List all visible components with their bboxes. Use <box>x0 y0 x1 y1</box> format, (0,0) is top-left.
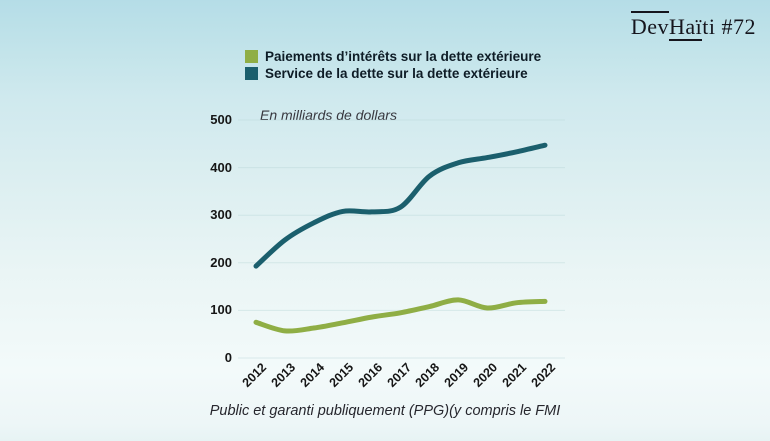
legend-label: Service de la dette sur la dette extérie… <box>265 66 528 81</box>
legend-item-debt-service: Service de la dette sur la dette extérie… <box>245 65 541 82</box>
y-axis-tick-500: 500 <box>210 112 232 127</box>
y-axis-tick-100: 100 <box>210 302 232 318</box>
chart-units-subtitle: En milliards de dollars <box>260 107 397 123</box>
series-line-debt-service <box>253 142 548 269</box>
brand-logo: DevHaïti #72 <box>630 11 756 41</box>
logo-hai: Haï <box>669 14 703 41</box>
legend-swatch-teal <box>245 67 258 80</box>
y-axis-tick-0: 0 <box>224 350 232 365</box>
chart-legend: Paiements d’intérêts sur la dette extéri… <box>245 48 541 82</box>
legend-label: Paiements d’intérêts sur la dette extéri… <box>265 49 542 64</box>
legend-swatch-green <box>245 50 258 63</box>
series-line-interest-payments <box>253 297 548 334</box>
logo-ti: ti <box>702 14 716 39</box>
legend-item-interest-payments: Paiements d’intérêts sur la dette extéri… <box>245 48 541 65</box>
y-axis-tick-200: 200 <box>210 254 232 270</box>
y-axis-tick-300: 300 <box>210 207 232 223</box>
logo-issue-number: #72 <box>715 14 756 39</box>
y-axis-tick-400: 400 <box>210 159 232 175</box>
logo-dev: Dev <box>630 11 669 39</box>
chart-caption: Public et garanti publiquement (PPG)(y c… <box>209 403 561 419</box>
